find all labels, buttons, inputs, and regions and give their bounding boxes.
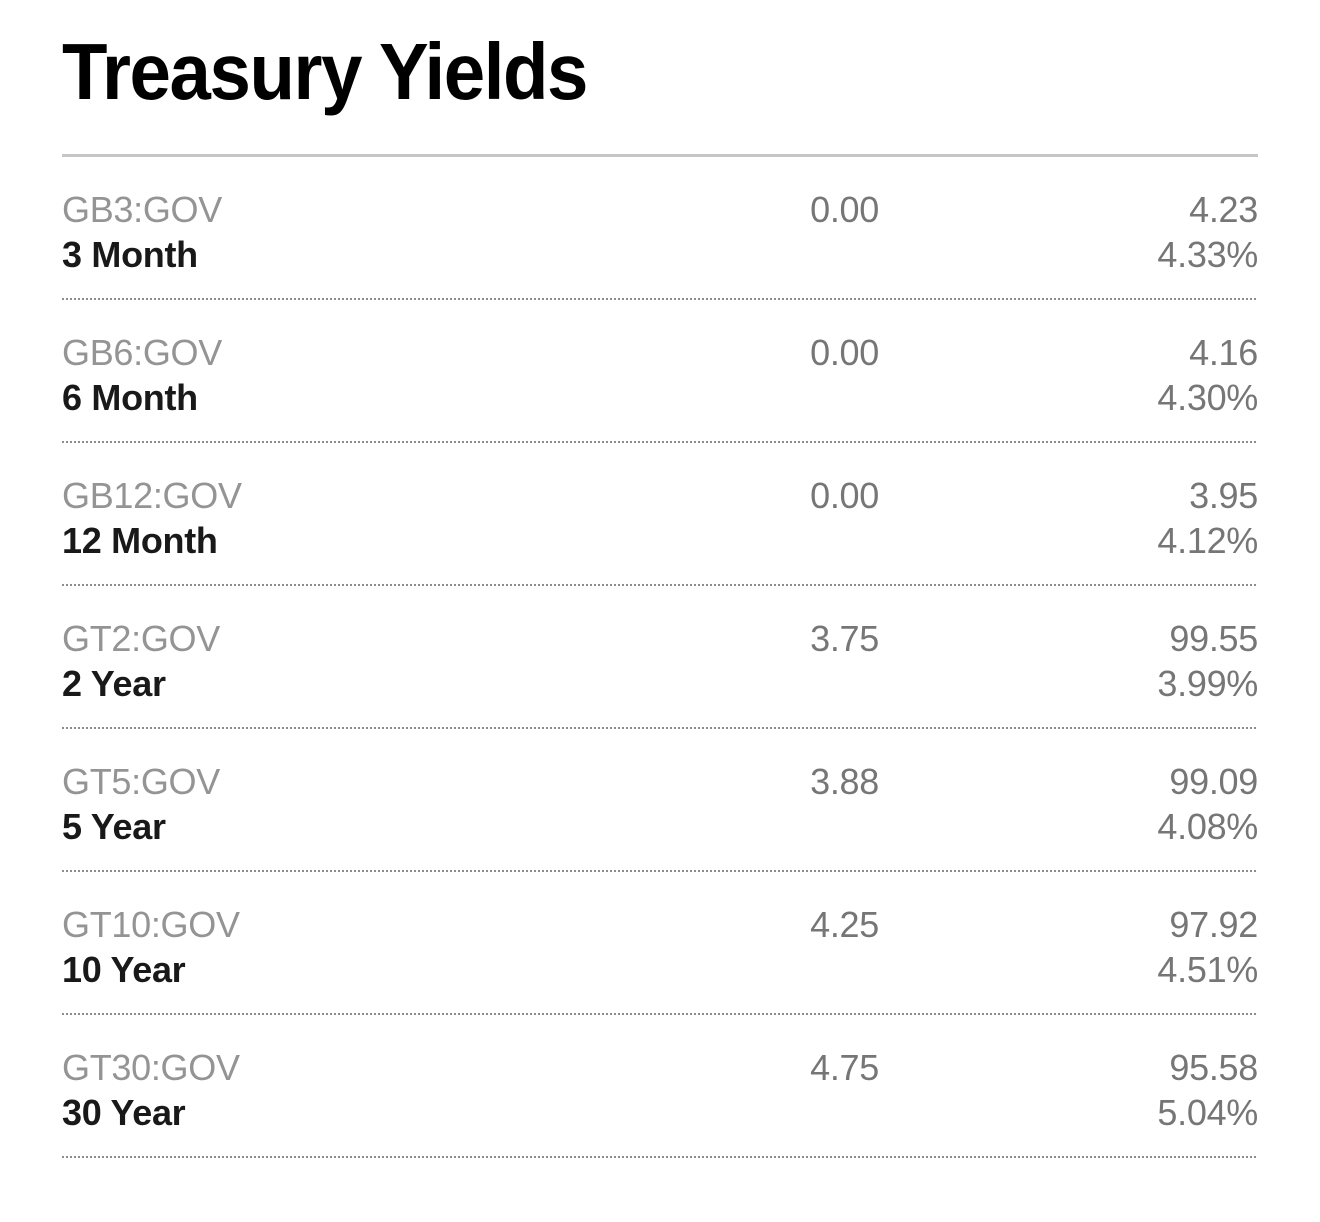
- price-value: 97.92: [1169, 904, 1258, 945]
- coupon-cell: 0.00: [482, 330, 879, 420]
- page-title: Treasury Yields: [62, 27, 588, 116]
- yield-value: 4.30%: [1157, 377, 1258, 418]
- coupon-cell: 0.00: [482, 187, 879, 277]
- security-tenor: 10 Year: [62, 949, 186, 990]
- security-ticker: GT30:GOV: [62, 1047, 240, 1088]
- security-ticker: GB3:GOV: [62, 189, 222, 230]
- yield-value: 3.99%: [1157, 663, 1258, 704]
- security-cell: GT10:GOV 10 Year: [62, 902, 482, 992]
- price-yield-cell: 3.95 4.12%: [879, 473, 1258, 563]
- table-row-5-year[interactable]: GT5:GOV 5 Year 3.88 99.09 4.08%: [62, 729, 1258, 872]
- price-value: 4.16: [1189, 332, 1258, 373]
- table-row-6-month[interactable]: GB6:GOV 6 Month 0.00 4.16 4.30%: [62, 300, 1258, 443]
- yield-value: 4.51%: [1157, 949, 1258, 990]
- coupon-value: 0.00: [810, 332, 879, 373]
- price-value: 3.95: [1189, 475, 1258, 516]
- security-tenor: 2 Year: [62, 663, 166, 704]
- coupon-cell: 0.00: [482, 473, 879, 563]
- table-row-10-year[interactable]: GT10:GOV 10 Year 4.25 97.92 4.51%: [62, 872, 1258, 1015]
- price-yield-cell: 4.16 4.30%: [879, 330, 1258, 420]
- table-row-3-month[interactable]: GB3:GOV 3 Month 0.00 4.23 4.33%: [62, 157, 1258, 300]
- security-cell: GB12:GOV 12 Month: [62, 473, 482, 563]
- yield-value: 4.12%: [1157, 520, 1258, 561]
- treasury-yields-table: GB3:GOV 3 Month 0.00 4.23 4.33% GB6:GOV …: [62, 157, 1258, 1158]
- coupon-cell: 4.75: [482, 1045, 879, 1135]
- security-cell: GT2:GOV 2 Year: [62, 616, 482, 706]
- security-cell: GB6:GOV 6 Month: [62, 330, 482, 420]
- security-cell: GT5:GOV 5 Year: [62, 759, 482, 849]
- price-yield-cell: 97.92 4.51%: [879, 902, 1258, 992]
- security-ticker: GB6:GOV: [62, 332, 222, 373]
- security-tenor: 12 Month: [62, 520, 218, 561]
- coupon-value: 4.75: [810, 1047, 879, 1088]
- security-cell: GB3:GOV 3 Month: [62, 187, 482, 277]
- price-yield-cell: 95.58 5.04%: [879, 1045, 1258, 1135]
- yield-value: 4.08%: [1157, 806, 1258, 847]
- table-row-12-month[interactable]: GB12:GOV 12 Month 0.00 3.95 4.12%: [62, 443, 1258, 586]
- security-tenor: 6 Month: [62, 377, 198, 418]
- price-yield-cell: 4.23 4.33%: [879, 187, 1258, 277]
- security-ticker: GB12:GOV: [62, 475, 242, 516]
- price-value: 4.23: [1189, 189, 1258, 230]
- yield-value: 5.04%: [1157, 1092, 1258, 1133]
- price-yield-cell: 99.55 3.99%: [879, 616, 1258, 706]
- coupon-cell: 3.75: [482, 616, 879, 706]
- coupon-value: 3.75: [810, 618, 879, 659]
- top-rule-divider: [62, 154, 1258, 157]
- treasury-yields-module: Treasury Yields GB3:GOV 3 Month 0.00 4.2…: [0, 30, 1320, 1158]
- coupon-value: 3.88: [810, 761, 879, 802]
- security-tenor: 30 Year: [62, 1092, 186, 1133]
- table-row-2-year[interactable]: GT2:GOV 2 Year 3.75 99.55 3.99%: [62, 586, 1258, 729]
- yield-value: 4.33%: [1157, 234, 1258, 275]
- price-yield-cell: 99.09 4.08%: [879, 759, 1258, 849]
- coupon-value: 0.00: [810, 475, 879, 516]
- coupon-cell: 3.88: [482, 759, 879, 849]
- security-ticker: GT10:GOV: [62, 904, 240, 945]
- coupon-value: 4.25: [810, 904, 879, 945]
- coupon-value: 0.00: [810, 189, 879, 230]
- price-value: 99.55: [1169, 618, 1258, 659]
- coupon-cell: 4.25: [482, 902, 879, 992]
- security-cell: GT30:GOV 30 Year: [62, 1045, 482, 1135]
- security-tenor: 5 Year: [62, 806, 166, 847]
- price-value: 99.09: [1169, 761, 1258, 802]
- table-row-30-year[interactable]: GT30:GOV 30 Year 4.75 95.58 5.04%: [62, 1015, 1258, 1158]
- security-ticker: GT2:GOV: [62, 618, 220, 659]
- security-tenor: 3 Month: [62, 234, 198, 275]
- security-ticker: GT5:GOV: [62, 761, 220, 802]
- price-value: 95.58: [1169, 1047, 1258, 1088]
